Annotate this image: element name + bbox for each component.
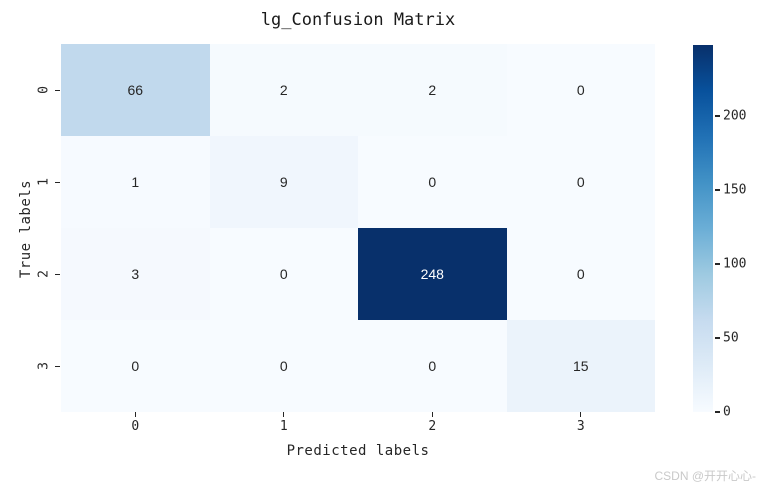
y-axis-label: True labels [18,179,34,279]
colorbar-tick-label: 50 [723,330,739,346]
heatmap-cell: 0 [506,44,655,136]
heatmap-cell: 9 [209,136,358,228]
heatmap-cell: 66 [61,44,210,136]
tick-mark [580,412,582,417]
tick-mark [715,263,720,265]
heatmap-cell: 2 [358,44,507,136]
x-tick-label: 2 [428,419,437,434]
heatmap-cell: 1 [61,136,210,228]
x-tick-label: 1 [279,419,288,434]
heatmap-cell: 15 [506,320,655,412]
y-tick-label: 2 [36,270,52,278]
tick-mark [283,412,285,417]
colorbar-tick-label: 0 [723,404,731,420]
heatmap-cell: 0 [358,136,507,228]
y-tick-label: 1 [36,178,52,186]
heatmap-cell: 0 [209,228,358,320]
tick-mark [55,273,60,275]
heatmap-cell: 0 [506,136,655,228]
tick-mark [431,412,433,417]
heatmap-cell: 3 [61,228,210,320]
x-tick-label: 0 [131,419,140,434]
y-tick-label: 3 [36,362,52,370]
heatmap-cell: 248 [358,228,507,320]
tick-mark [715,115,720,117]
heatmap-grid: 66 2 2 0 1 9 0 0 3 0 248 0 0 0 0 15 [61,44,655,412]
tick-mark [55,89,60,91]
colorbar-tick-label: 200 [723,108,747,124]
tick-mark [715,337,720,339]
watermark: CSDN @开开心心- [654,469,756,483]
x-tick-label: 3 [576,419,585,434]
heatmap-cell: 0 [506,228,655,320]
x-axis-label: Predicted labels [286,443,430,459]
heatmap-cell: 0 [209,320,358,412]
tick-mark [715,189,720,191]
tick-mark [55,365,60,367]
colorbar-tick-label: 100 [723,256,747,272]
y-tick-label: 0 [36,86,52,94]
colorbar [693,45,713,412]
colorbar-tick-label: 150 [723,182,747,198]
heatmap-cell: 0 [358,320,507,412]
tick-mark [715,411,720,413]
heatmap-cell: 0 [61,320,210,412]
tick-mark [134,412,136,417]
chart-title: lg_Confusion Matrix [260,10,456,30]
tick-mark [55,181,60,183]
heatmap-cell: 2 [209,44,358,136]
